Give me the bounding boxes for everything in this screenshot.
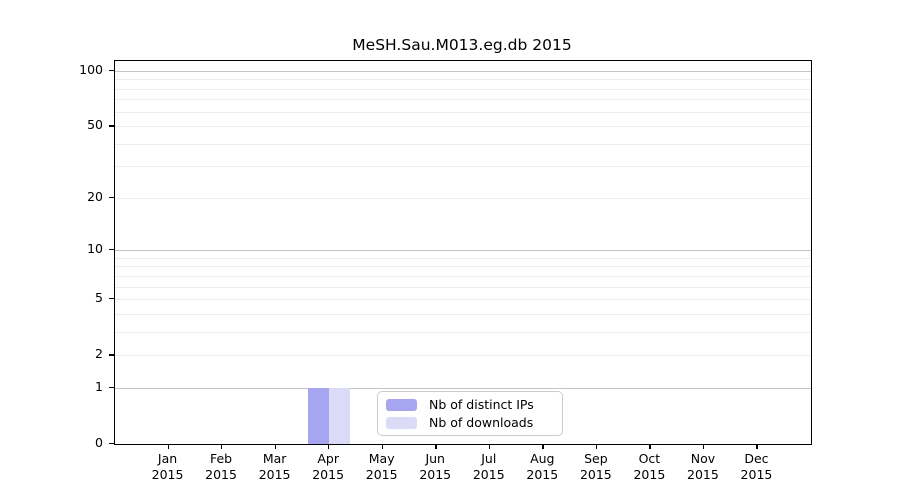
x-axis-label: Mar 2015 [258, 451, 291, 482]
y-axis-label: 5 [95, 290, 103, 306]
x-axis-tick [702, 444, 705, 449]
y-axis-label: 2 [95, 346, 103, 362]
x-axis-label: Oct 2015 [633, 451, 666, 482]
bar-apr-series1 [329, 387, 351, 444]
y-axis-label: 100 [79, 61, 103, 77]
gridline-minor [115, 88, 811, 90]
y-axis-tick [109, 125, 114, 127]
x-axis-tick [542, 444, 544, 449]
legend-item-distinct-ips: Nb of distinct IPs [386, 397, 554, 412]
x-axis-label: Nov 2015 [687, 451, 719, 482]
x-axis-tick [756, 444, 758, 449]
x-axis-tick [649, 444, 651, 449]
x-axis-tick [221, 444, 223, 449]
x-axis-tick [488, 444, 491, 449]
x-axis-label: Feb 2015 [205, 451, 237, 482]
x-axis-label: Aug 2015 [526, 451, 559, 482]
y-axis-tick [109, 354, 114, 356]
x-axis-tick [381, 444, 383, 449]
plot-area [114, 60, 812, 445]
gridline-minor [115, 286, 811, 288]
y-axis-tick [109, 443, 114, 445]
y-axis-tick [109, 298, 114, 300]
gridline-minor [115, 111, 811, 113]
gridline-minor [115, 275, 811, 277]
x-axis-tick [274, 444, 276, 449]
y-axis-tick [109, 196, 114, 199]
x-axis-tick [595, 444, 598, 449]
x-axis-label: Jun 2015 [419, 451, 452, 482]
x-axis-label: Apr 2015 [312, 451, 345, 482]
gridline-minor [115, 299, 811, 301]
gridline-minor [115, 126, 811, 128]
y-axis-tick [109, 386, 114, 389]
gridline-minor [115, 143, 811, 145]
gridline-minor [115, 257, 811, 259]
legend: Nb of distinct IPs Nb of downloads [377, 391, 563, 436]
bar-apr-series0 [308, 387, 330, 444]
legend-swatch-distinct-ips [386, 398, 417, 411]
gridline-minor [115, 166, 811, 168]
y-axis-label: 50 [87, 117, 103, 133]
x-axis-label: Sep 2015 [579, 451, 612, 482]
legend-item-downloads: Nb of downloads [386, 415, 554, 430]
gridline-major [115, 250, 811, 252]
x-axis-label: May 2015 [365, 451, 398, 482]
x-axis-tick [328, 444, 330, 449]
x-axis-label: Jul 2015 [472, 451, 505, 482]
legend-label-distinct-ips: Nb of distinct IPs [429, 397, 534, 412]
gridline-minor [115, 79, 811, 81]
y-axis-label: 10 [87, 241, 103, 257]
x-axis-label: Dec 2015 [740, 451, 773, 482]
gridline-minor [115, 355, 811, 357]
gridline-minor [115, 331, 811, 333]
y-axis-tick [109, 69, 114, 72]
x-axis-label: Jan 2015 [151, 451, 184, 482]
gridline-minor [115, 313, 811, 315]
gridline-major [115, 70, 811, 72]
y-axis-tick [109, 249, 114, 251]
y-axis-label: 20 [87, 188, 103, 204]
legend-swatch-downloads [386, 416, 417, 429]
gridline-minor [115, 197, 811, 199]
y-axis-label: 0 [95, 435, 103, 450]
legend-label-downloads: Nb of downloads [429, 415, 534, 430]
chart-title: MeSH.Sau.M013.eg.db 2015 [352, 36, 572, 54]
gridline-major [115, 387, 811, 389]
gridline-minor [115, 266, 811, 268]
y-axis-label: 1 [95, 378, 103, 394]
x-axis-tick [435, 444, 437, 449]
x-axis-tick [167, 444, 169, 449]
gridline-minor [115, 99, 811, 101]
